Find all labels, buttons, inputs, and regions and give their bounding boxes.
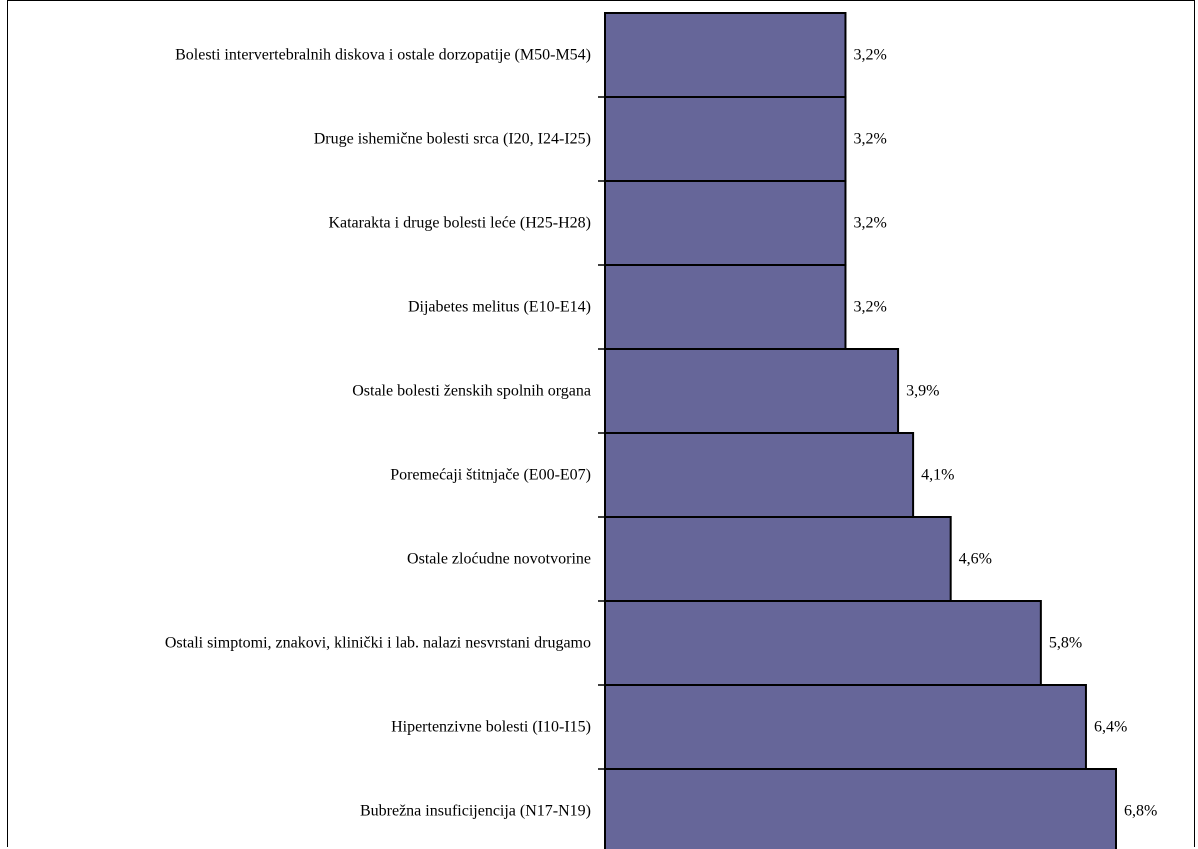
category-label: Bubrežna insuficijencija (N17-N19) <box>360 803 591 820</box>
category-label: Hipertenzivne bolesti (I10-I15) <box>391 719 591 736</box>
category-label: Katarakta i druge bolesti leće (H25-H28) <box>328 215 591 232</box>
value-label: 4,1% <box>921 467 954 484</box>
bar <box>604 600 1042 686</box>
chart-frame <box>7 0 1195 847</box>
value-label: 5,8% <box>1049 635 1082 652</box>
bar <box>604 768 1117 849</box>
bar <box>604 180 847 266</box>
bar <box>604 12 847 98</box>
bar <box>604 684 1087 770</box>
value-label: 3,2% <box>853 131 886 148</box>
bar <box>604 516 952 602</box>
axis-ticks <box>598 96 605 770</box>
value-label: 6,8% <box>1124 803 1157 820</box>
category-label: Ostale zloćudne novotvorine <box>407 551 591 568</box>
category-label: Dijabetes melitus (E10-E14) <box>408 299 591 316</box>
category-label: Druge ishemične bolesti srca (I20, I24-I… <box>314 131 591 148</box>
value-label: 3,2% <box>853 299 886 316</box>
value-label: 3,9% <box>906 383 939 400</box>
bar <box>604 432 915 518</box>
category-label: Bolesti intervertebralnih diskova i osta… <box>175 47 591 64</box>
value-label: 6,4% <box>1094 719 1127 736</box>
bar <box>604 348 900 434</box>
bar <box>604 264 847 350</box>
category-label: Ostali simptomi, znakovi, klinički i lab… <box>165 635 591 652</box>
bars-layer <box>604 12 1117 849</box>
bar <box>604 96 847 182</box>
value-label: 3,2% <box>853 215 886 232</box>
category-label: Ostale bolesti ženskih spolnih organa <box>352 383 591 400</box>
value-labels: 3,2% 3,2% 3,2% 3,2% 3,9% 4,1% 4,6% 5,8% 6,4% 6,8% <box>853 47 1157 820</box>
value-label: 3,2% <box>853 47 886 64</box>
category-labels: Bolesti intervertebralnih diskova i osta… <box>165 47 591 820</box>
category-label: Poremećaji štitnjače (E00-E07) <box>390 467 591 484</box>
value-label: 4,6% <box>959 551 992 568</box>
